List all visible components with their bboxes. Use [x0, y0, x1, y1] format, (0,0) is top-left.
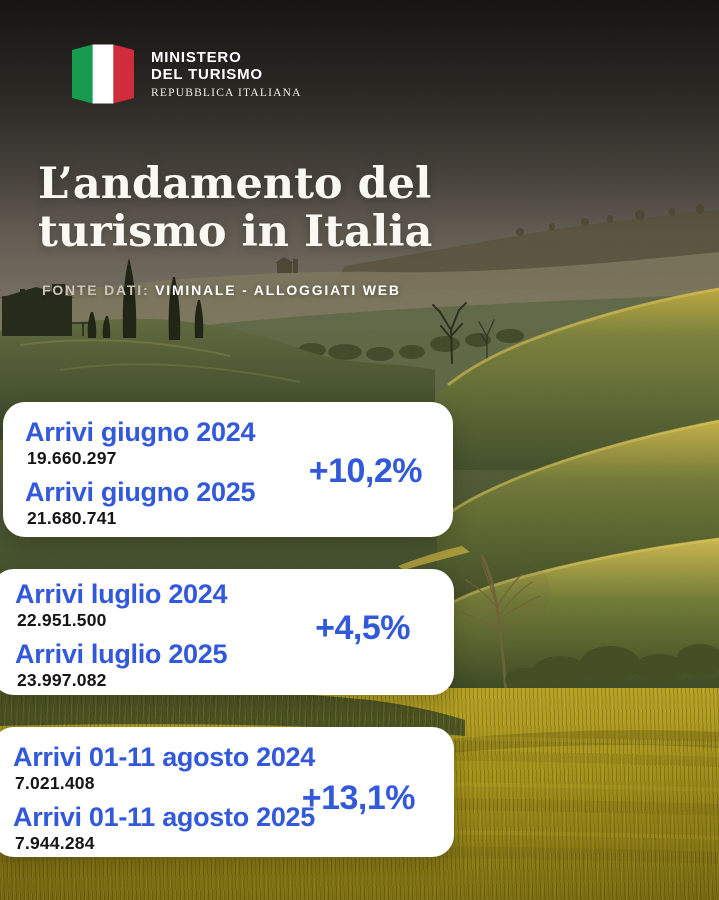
logo-line-2: DEL TURISMO	[151, 66, 263, 83]
data-source-value: VIMINALE - ALLOGGIATI WEB	[155, 282, 401, 298]
stat-label: Arrivi 01-11 agosto 2024	[13, 742, 315, 772]
page-title: L’andamento del turismo in Italia	[38, 160, 432, 256]
page-title-line-1: L’andamento del	[38, 159, 432, 209]
delta-badge: +13,1%	[301, 779, 416, 817]
italy-flag-icon	[72, 44, 134, 104]
stat-value: 7.944.284	[15, 833, 95, 853]
stat-value: 21.680.741	[27, 508, 117, 528]
stat-card-giugno: Arrivi giugno 2024 19.660.297 Arrivi giu…	[3, 402, 453, 537]
stat-label: Arrivi giugno 2024	[25, 417, 256, 447]
data-source: FONTE DATI: VIMINALE - ALLOGGIATI WEB	[42, 282, 401, 298]
stat-label: Arrivi luglio 2024	[15, 579, 228, 609]
stat-card-luglio: Arrivi luglio 2024 22.951.500 Arrivi lug…	[0, 569, 454, 695]
logo-line-3: REPUBBLICA ITALIANA	[151, 87, 302, 99]
delta-badge: +4,5%	[315, 609, 410, 647]
delta-badge: +10,2%	[308, 452, 423, 490]
stat-card-agosto: Arrivi 01-11 agosto 2024 7.021.408 Arriv…	[0, 727, 454, 857]
stat-value: 23.997.082	[17, 670, 107, 690]
ministry-logo-text: MINISTERO DEL TURISMO REPUBBLICA ITALIAN…	[151, 49, 302, 99]
page-title-line-2: turismo in Italia	[38, 207, 433, 257]
ministry-logo: MINISTERO DEL TURISMO REPUBBLICA ITALIAN…	[72, 42, 302, 106]
logo-line-1: MINISTERO	[151, 49, 242, 66]
data-source-label: FONTE DATI:	[42, 282, 150, 298]
